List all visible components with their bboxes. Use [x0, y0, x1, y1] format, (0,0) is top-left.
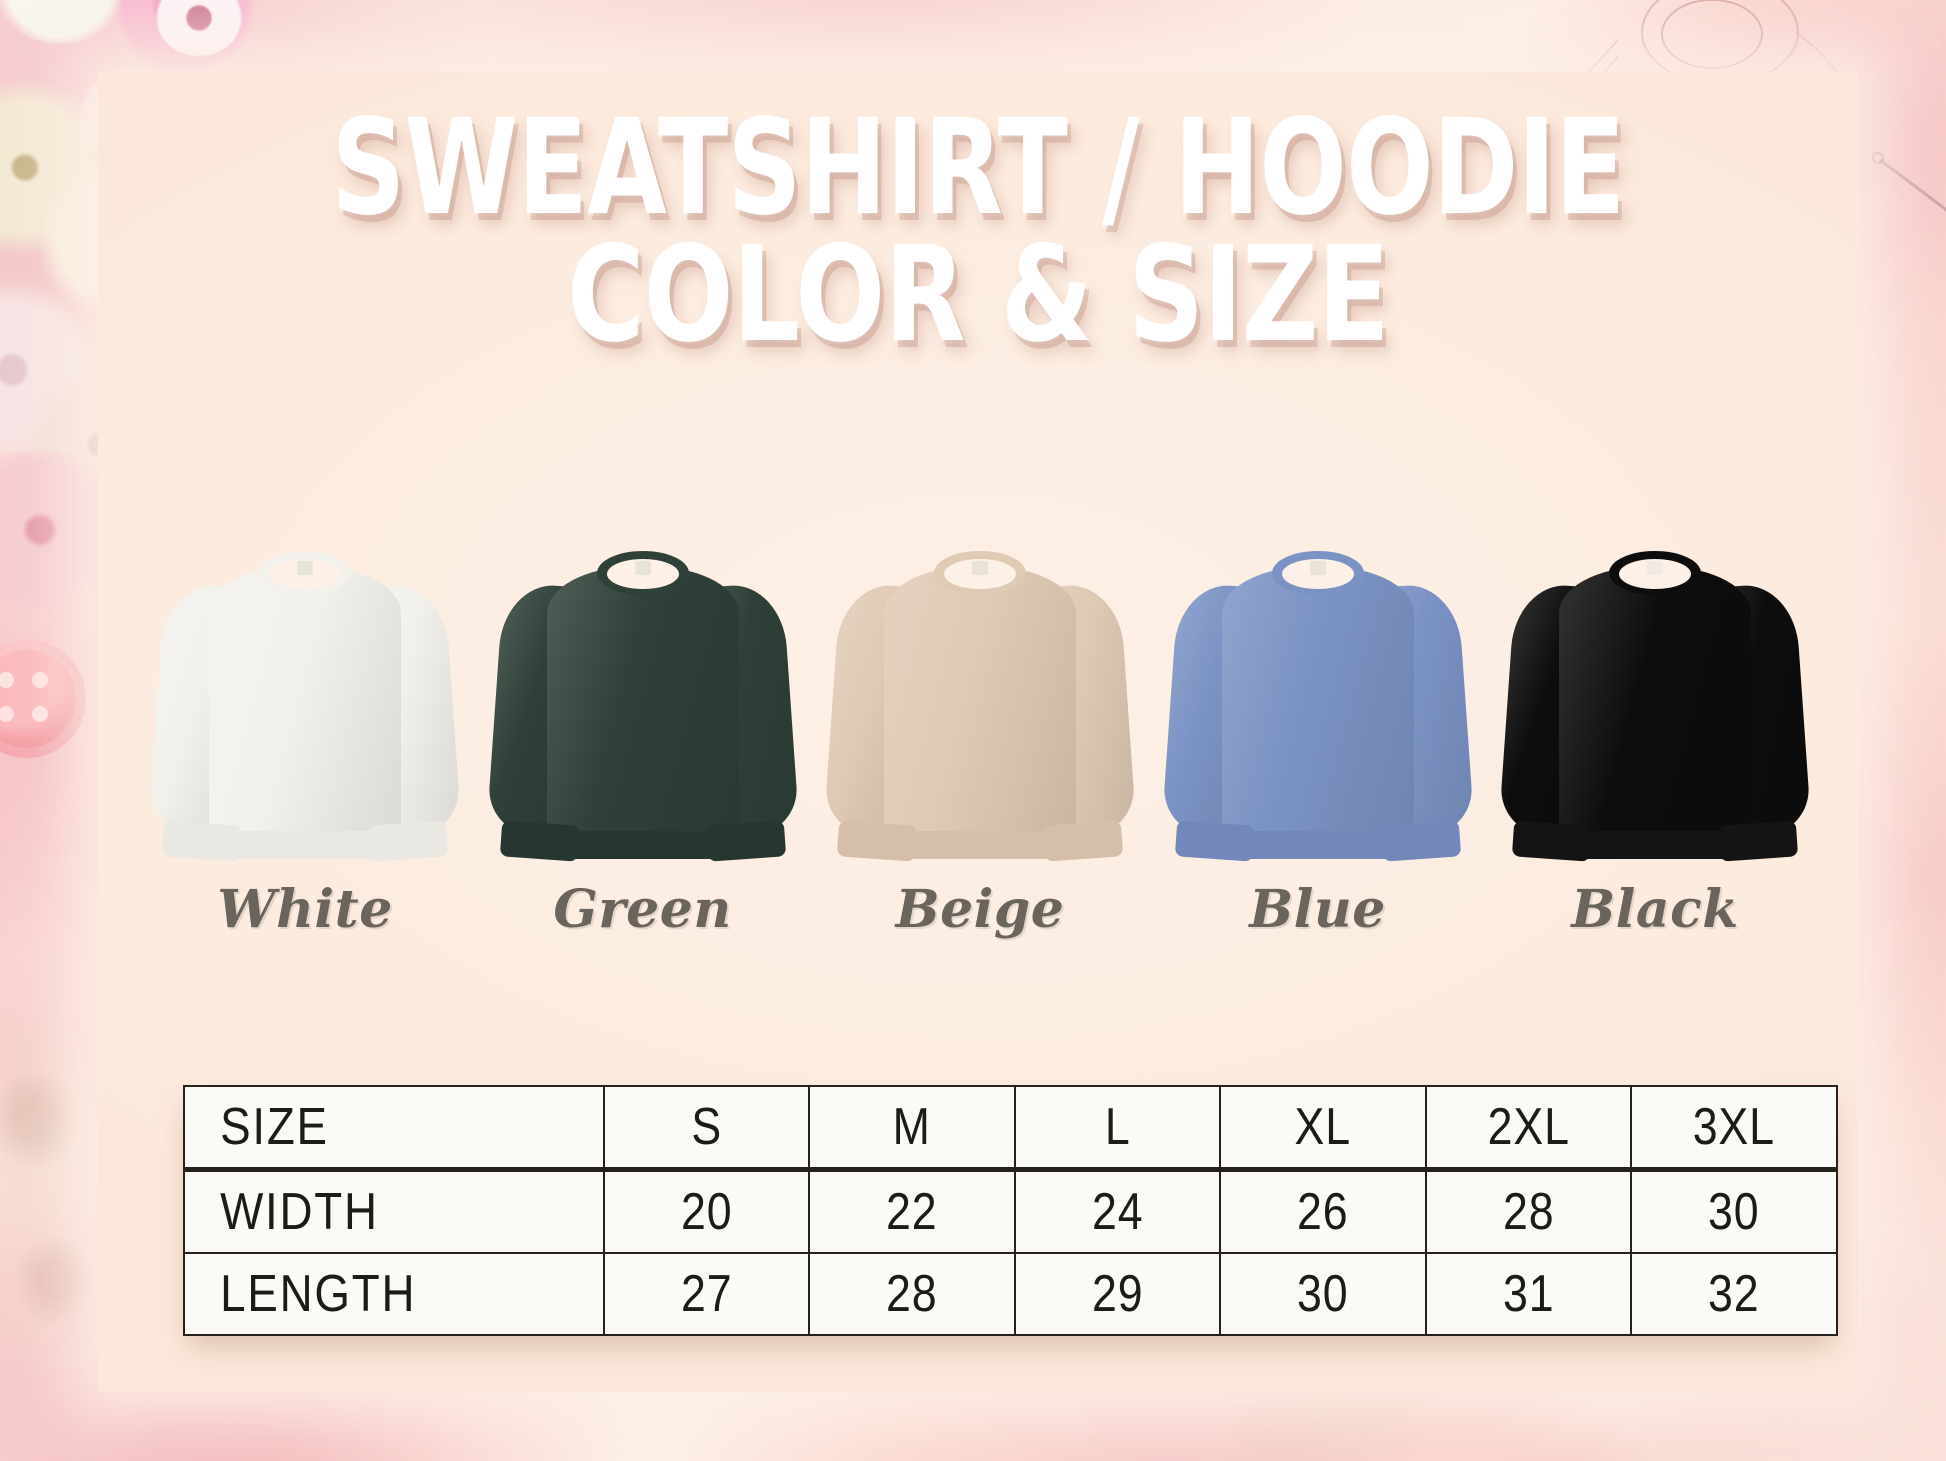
- color-swatch-row: White Green: [148, 545, 1812, 965]
- table-header-2xl: 2XL: [1439, 1085, 1618, 1172]
- color-label: Green: [553, 879, 732, 940]
- cell-length-2xl: 31: [1439, 1252, 1618, 1336]
- cell-width-2xl: 28: [1439, 1168, 1618, 1254]
- cell-width-l: 24: [1028, 1168, 1207, 1254]
- size-table: SIZE S M L XL 2XL 3XL WIDTH 20 22 24 26 …: [183, 1085, 1838, 1336]
- table-header-size: SIZE: [183, 1085, 555, 1172]
- table-header-m: M: [822, 1085, 1002, 1172]
- color-label: White: [217, 879, 393, 940]
- cell-length-3xl: 32: [1644, 1252, 1824, 1336]
- cell-length-s: 27: [617, 1252, 796, 1336]
- cell-length-m: 28: [822, 1252, 1002, 1336]
- color-option-blue[interactable]: Blue: [1160, 545, 1475, 940]
- sweatshirt-icon: [1498, 545, 1812, 865]
- table-header-l: L: [1028, 1085, 1207, 1172]
- cell-width-s: 20: [617, 1168, 796, 1254]
- table-header-xl: XL: [1233, 1085, 1413, 1172]
- cell-width-m: 22: [822, 1168, 1002, 1254]
- color-option-green[interactable]: Green: [485, 545, 800, 940]
- cell-length-l: 29: [1028, 1252, 1207, 1336]
- color-label: Beige: [895, 879, 1065, 940]
- sweatshirt-icon: [485, 545, 800, 865]
- color-label: Blue: [1249, 879, 1386, 940]
- sweatshirt-icon: [823, 545, 1137, 865]
- table-header-s: S: [617, 1085, 796, 1172]
- row-label-width: WIDTH: [183, 1168, 555, 1254]
- table-row: LENGTH 27 28 29 30 31 32: [183, 1252, 1837, 1336]
- cell-width-3xl: 30: [1644, 1168, 1824, 1254]
- sweatshirt-icon: [148, 545, 462, 865]
- cell-length-xl: 30: [1233, 1252, 1413, 1336]
- color-label: Black: [1571, 879, 1739, 940]
- cell-width-xl: 26: [1233, 1168, 1413, 1254]
- color-option-black[interactable]: Black: [1498, 545, 1812, 940]
- sweatshirt-icon: [1160, 545, 1475, 865]
- row-label-length: LENGTH: [183, 1252, 555, 1336]
- table-row-header: SIZE S M L XL 2XL 3XL: [183, 1085, 1837, 1172]
- table-row: WIDTH 20 22 24 26 28 30: [183, 1168, 1837, 1254]
- table-header-3xl: 3XL: [1644, 1085, 1824, 1172]
- color-option-white[interactable]: White: [148, 545, 462, 940]
- color-option-beige[interactable]: Beige: [823, 545, 1137, 940]
